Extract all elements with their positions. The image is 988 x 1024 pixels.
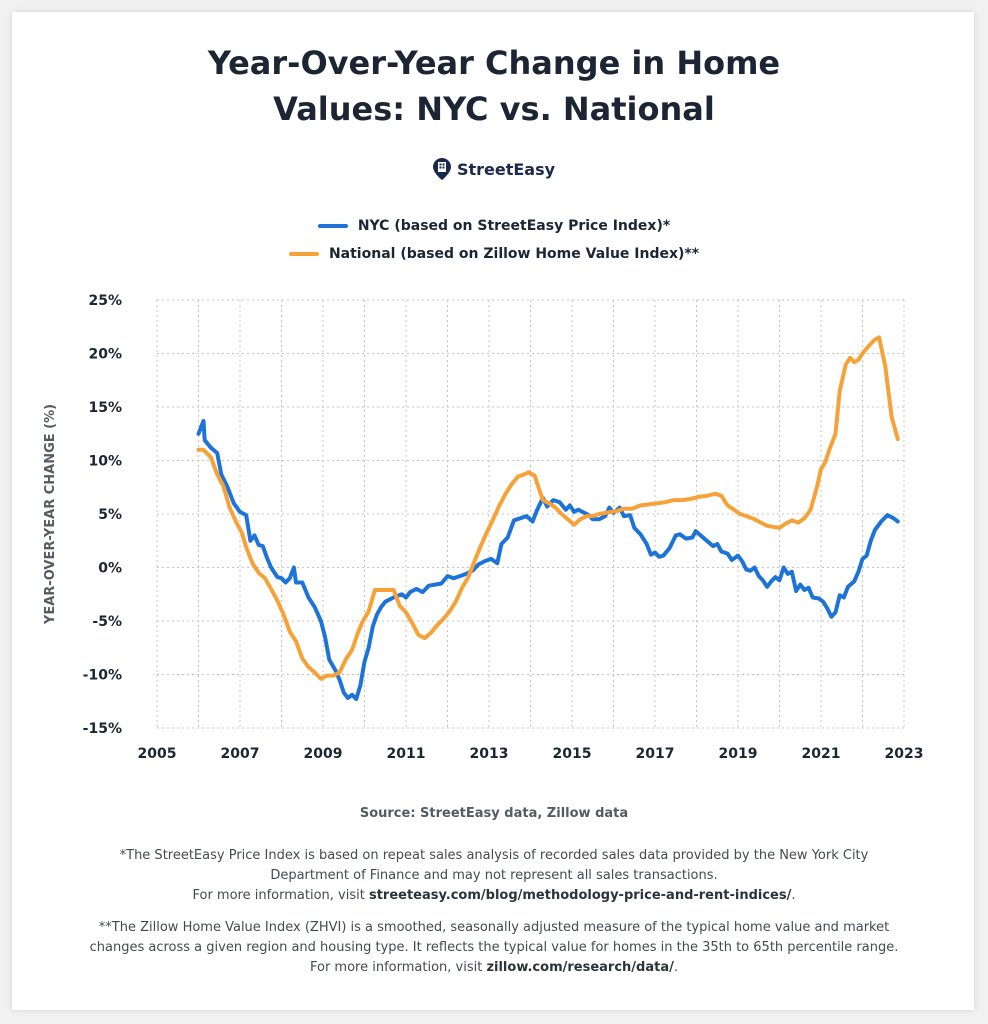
brand-name: StreetEasy bbox=[456, 159, 556, 179]
y-tick-label: 5% bbox=[98, 507, 122, 523]
x-tick-label: 2017 bbox=[636, 746, 675, 762]
series-line-nyc bbox=[196, 418, 900, 702]
legend-item-national: National (based on Zillow Home Value Ind… bbox=[0, 240, 988, 268]
x-tick-label: 2005 bbox=[138, 746, 177, 762]
chart-card bbox=[12, 12, 974, 1010]
source-note: Source: StreetEasy data, Zillow data bbox=[359, 806, 629, 821]
x-tick-label: 2023 bbox=[885, 746, 924, 762]
y-axis-label: YEAR-OVER-YEAR CHANGE (%) bbox=[43, 404, 58, 625]
legend-label-national: National (based on Zillow Home Value Ind… bbox=[328, 246, 700, 262]
footnote-zillow: **The Zillow Home Value Index (ZHVI) is … bbox=[40, 918, 948, 978]
y-tick-label: -10% bbox=[83, 668, 122, 684]
chart-legend: NYC (based on StreetEasy Price Index)* N… bbox=[0, 212, 988, 268]
footnote-suffix: . bbox=[673, 960, 678, 975]
legend-label-nyc: NYC (based on StreetEasy Price Index)* bbox=[357, 218, 671, 234]
legend-swatch-nyc bbox=[317, 224, 348, 228]
x-tick-label: 2013 bbox=[470, 746, 509, 762]
legend-swatch-national bbox=[288, 252, 319, 256]
streeteasy-methodology-link[interactable]: streeteasy.com/blog/methodology-price-an… bbox=[368, 888, 792, 903]
y-tick-label: -15% bbox=[83, 721, 122, 737]
footnote-zillow-line-2: changes across a given region and housin… bbox=[89, 940, 899, 955]
footnote-suffix: . bbox=[791, 888, 796, 903]
title-line-2: Values: NYC vs. National bbox=[273, 90, 715, 128]
location-pin-icon bbox=[432, 158, 451, 180]
x-tick-label: 2009 bbox=[304, 746, 343, 762]
y-tick-label: 10% bbox=[88, 454, 122, 470]
footnote-zillow-line-1: **The Zillow Home Value Index (ZHVI) is … bbox=[98, 920, 890, 935]
page-title: Year-Over-Year Change in Home Values: NY… bbox=[0, 40, 988, 132]
y-tick-label: 0% bbox=[98, 561, 122, 577]
series-line-national bbox=[196, 335, 900, 681]
footnote-zillow-line-3: For more information, visit zillow.com/r… bbox=[40, 958, 948, 978]
footnote-streeteasy-line-1: *The StreetEasy Price Index is based on … bbox=[119, 848, 869, 863]
footnote-streeteasy-line-3: For more information, visit streeteasy.c… bbox=[40, 886, 948, 906]
footnote-prefix: For more information, visit bbox=[192, 888, 369, 903]
x-tick-label: 2011 bbox=[387, 746, 426, 762]
y-tick-label: -5% bbox=[92, 614, 122, 630]
zillow-research-link[interactable]: zillow.com/research/data/ bbox=[486, 960, 674, 975]
y-tick-label: 15% bbox=[88, 400, 122, 416]
legend-item-nyc: NYC (based on StreetEasy Price Index)* bbox=[0, 212, 988, 240]
footnote-streeteasy-line-2: Department of Finance and may not repres… bbox=[270, 868, 718, 883]
x-tick-label: 2021 bbox=[802, 746, 841, 762]
x-tick-label: 2007 bbox=[221, 746, 260, 762]
y-tick-label: 25% bbox=[88, 293, 122, 309]
brand-logo: StreetEasy bbox=[0, 158, 988, 180]
line-chart: -15% -10% -5% 0% 5% 10% 15% 20% 25% 2005 2007 2009 2… bbox=[43, 293, 924, 762]
x-tick-label: 2015 bbox=[553, 746, 592, 762]
footnote-prefix: For more information, visit bbox=[309, 960, 487, 975]
y-tick-label: 20% bbox=[88, 347, 122, 363]
title-line-1: Year-Over-Year Change in Home bbox=[207, 44, 781, 82]
footnote-streeteasy: *The StreetEasy Price Index is based on … bbox=[40, 846, 948, 906]
x-tick-label: 2019 bbox=[719, 746, 758, 762]
